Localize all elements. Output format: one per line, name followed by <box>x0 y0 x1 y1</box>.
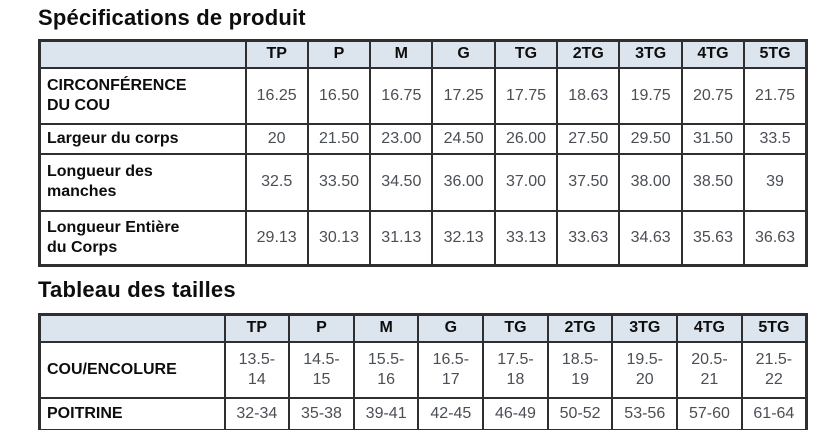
value-cell: 31.13 <box>369 209 434 267</box>
value-cell: 34.50 <box>369 152 434 212</box>
value-cell: 20.75 <box>680 66 746 125</box>
value-cell: 36.00 <box>431 152 496 212</box>
value-cell: 30.13 <box>306 209 372 267</box>
value-cell: 19.5- 20 <box>611 340 679 399</box>
table-row: COU/ENCOLURE 13.5- 14 14.5- 15 15.5- 16 16.5… <box>38 340 808 399</box>
size-column-header: G <box>417 313 485 343</box>
section-title-size-chart: Tableau des tailles <box>38 277 236 302</box>
value-cell: 20 <box>244 122 309 155</box>
size-column-header: G <box>431 39 496 69</box>
section-title-product-specifications: Spécifications de produit <box>38 5 306 30</box>
value-cell: 35.63 <box>680 209 746 267</box>
size-column-header: 3TG <box>618 39 683 69</box>
value-cell: 13.5- 14 <box>223 340 291 399</box>
size-column-header: M <box>352 313 420 343</box>
table-row: Longueur des manches 32.5 33.50 34.50 36.00 3… <box>38 152 808 212</box>
value-cell: 46-49 <box>482 396 549 430</box>
value-cell: 20.5- 21 <box>676 340 743 399</box>
value-cell: 21.5- 22 <box>740 340 808 399</box>
row-label: Largeur du corps <box>38 122 247 155</box>
corner-cell <box>38 313 226 343</box>
value-cell: 37.00 <box>493 152 559 212</box>
value-cell: 32.5 <box>244 152 309 212</box>
value-cell: 39 <box>743 152 808 212</box>
value-cell: 33.63 <box>556 209 621 267</box>
size-column-header: 4TG <box>680 39 746 69</box>
value-cell: 18.63 <box>556 66 621 125</box>
value-cell: 38.00 <box>618 152 683 212</box>
size-column-header: 2TG <box>546 313 614 343</box>
value-cell: 26.00 <box>493 122 559 155</box>
size-column-header: 3TG <box>611 313 679 343</box>
row-label: Longueur Entière du Corps <box>38 209 247 267</box>
value-cell: 31.50 <box>680 122 746 155</box>
value-cell: 53-56 <box>611 396 679 430</box>
size-column-header: TP <box>223 313 291 343</box>
size-column-header: M <box>369 39 434 69</box>
value-cell: 33.50 <box>306 152 372 212</box>
value-cell: 57-60 <box>676 396 743 430</box>
table-row: Largeur du corps 20 21.50 23.00 24.50 26.00 27… <box>38 122 808 155</box>
value-cell: 32.13 <box>431 209 496 267</box>
value-cell: 32-34 <box>223 396 291 430</box>
value-cell: 33.13 <box>493 209 559 267</box>
value-cell: 14.5- 15 <box>288 340 355 399</box>
size-column-header: TG <box>493 39 559 69</box>
size-column-header: TG <box>482 313 549 343</box>
value-cell: 18.5- 19 <box>546 340 614 399</box>
table-header-row: TP P M G TG 2TG 3TG 4TG 5TG <box>38 39 808 69</box>
size-chart-table: TP P M G TG 2TG 3TG 4TG 5TG COU/ENCOLURE 13.5- 14 1… <box>38 313 808 430</box>
value-cell: 37.50 <box>556 152 621 212</box>
value-cell: 29.13 <box>244 209 309 267</box>
value-cell: 38.50 <box>680 152 746 212</box>
value-cell: 19.75 <box>618 66 683 125</box>
value-cell: 16.50 <box>306 66 372 125</box>
row-label: COU/ENCOLURE <box>38 340 226 399</box>
value-cell: 27.50 <box>556 122 621 155</box>
value-cell: 16.25 <box>244 66 309 125</box>
value-cell: 17.25 <box>431 66 496 125</box>
row-label: CIRCONFÉRENCE DU COU <box>38 66 247 125</box>
value-cell: 33.5 <box>743 122 808 155</box>
size-column-header: P <box>306 39 372 69</box>
value-cell: 24.50 <box>431 122 496 155</box>
value-cell: 23.00 <box>369 122 434 155</box>
value-cell: 17.5- 18 <box>482 340 549 399</box>
size-column-header: P <box>288 313 355 343</box>
size-column-header: TP <box>244 39 309 69</box>
value-cell: 42-45 <box>417 396 485 430</box>
value-cell: 61-64 <box>740 396 808 430</box>
value-cell: 39-41 <box>352 396 420 430</box>
value-cell: 16.5- 17 <box>417 340 485 399</box>
size-column-header: 5TG <box>740 313 808 343</box>
value-cell: 21.50 <box>306 122 372 155</box>
value-cell: 15.5- 16 <box>352 340 420 399</box>
value-cell: 50-52 <box>546 396 614 430</box>
table-row: POITRINE 32-34 35-38 39-41 42-45 46-49 50-52 53… <box>38 396 808 430</box>
value-cell: 35-38 <box>288 396 355 430</box>
value-cell: 34.63 <box>618 209 683 267</box>
row-label: POITRINE <box>38 396 226 430</box>
size-column-header: 2TG <box>556 39 621 69</box>
value-cell: 29.50 <box>618 122 683 155</box>
value-cell: 21.75 <box>743 66 808 125</box>
size-column-header: 5TG <box>743 39 808 69</box>
value-cell: 36.63 <box>743 209 808 267</box>
table-header-row: TP P M G TG 2TG 3TG 4TG 5TG <box>38 313 808 343</box>
table-row: Longueur Entière du Corps 29.13 30.13 31.13… <box>38 209 808 267</box>
size-column-header: 4TG <box>676 313 743 343</box>
value-cell: 17.75 <box>493 66 559 125</box>
corner-cell <box>38 39 247 69</box>
value-cell: 16.75 <box>369 66 434 125</box>
product-specifications-table: TP P M G TG 2TG 3TG 4TG 5TG CIRCONFÉRENCE DU COU 1… <box>38 39 808 267</box>
row-label: Longueur des manches <box>38 152 247 212</box>
table-row: CIRCONFÉRENCE DU COU 16.25 16.50 16.75 17.25… <box>38 66 808 125</box>
